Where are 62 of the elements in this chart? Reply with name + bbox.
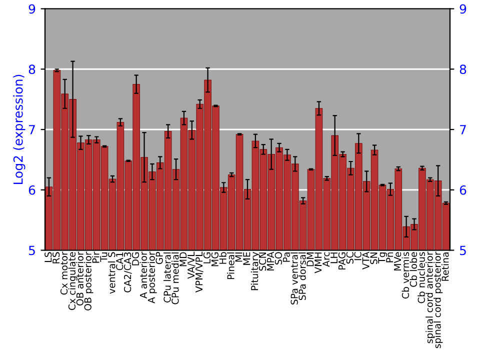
x-tick-label: Arc — [322, 252, 330, 267]
x-tick-label: PAG — [338, 252, 346, 270]
x-tick-label: MPA — [267, 252, 274, 270]
x-tick-label: OB posterior — [84, 252, 94, 310]
x-tick-label: CA2/CA3 — [124, 252, 132, 292]
x-tick-label: spinal cord anterior — [426, 252, 435, 344]
x-tick-label: Pineal — [227, 252, 234, 280]
x-tick-label: CA1 — [116, 252, 124, 270]
y2-tick-label: 7 — [460, 125, 466, 134]
x-tick-label: MI — [235, 252, 242, 262]
x-tick-label: Tu — [100, 252, 108, 262]
y2-tick-label: 6 — [460, 185, 466, 195]
y-tick-label: 6 — [28, 185, 36, 195]
x-tick-label: VPM/VPL — [196, 252, 204, 292]
y2-tick-label: 8 — [460, 64, 466, 74]
x-tick-label: Pituitary — [250, 252, 260, 290]
x-tick-label: CPu lateral — [164, 252, 171, 302]
y2-tick-label: 5 — [460, 246, 466, 256]
x-tick-label: Cb lobe — [410, 252, 418, 287]
y-tick-label: 5 — [28, 246, 35, 256]
x-tick-label: A posterior — [148, 252, 157, 304]
x-tick-label: SO — [274, 252, 282, 264]
x-tick-label: Cx motor — [60, 252, 68, 295]
x-tick-label: Cb vermis — [402, 252, 410, 299]
x-tick-label: MD — [180, 252, 187, 266]
x-tick-label: CPu medial — [171, 252, 179, 304]
x-tick-label: DM — [306, 252, 314, 266]
y-tick-label: 7 — [29, 125, 35, 134]
x-tick-label: A anterior — [140, 252, 148, 298]
x-tick-label: VTA — [362, 252, 370, 270]
x-tick-label: VA/VL — [188, 252, 196, 279]
x-tick-label: OB anterior — [76, 252, 84, 306]
x-tick-label: LG — [203, 252, 211, 264]
x-tick-label: ventral S — [108, 252, 116, 294]
x-tick-label: VMH — [314, 252, 322, 274]
x-tick-label: SC — [346, 252, 354, 264]
x-tick-label: Pa — [282, 252, 290, 262]
y-tick-label: 8 — [28, 64, 36, 74]
x-tick-label: RS — [52, 252, 60, 264]
x-tick-label: Retina — [441, 252, 449, 281]
x-tick-label: IC — [354, 252, 362, 260]
x-tick-label: MG — [211, 252, 218, 266]
y-axis-title: Log2 (expression) — [13, 74, 26, 184]
x-tick-label: MVe — [394, 252, 402, 270]
x-tick-label: ME — [243, 252, 250, 265]
x-tick-label: Cx cingulate — [68, 252, 78, 310]
x-tick-label: SPa dorsal — [298, 252, 306, 300]
y2-tick-label: 9 — [460, 4, 466, 14]
x-tick-label: Cb nucleus — [418, 252, 425, 304]
x-tick-label: Pir — [92, 252, 100, 263]
x-tick-label: DG — [132, 252, 140, 266]
x-tick-label: Tg — [378, 252, 388, 264]
x-tick-label: Hb — [219, 252, 226, 264]
x-tick-label: SCN — [258, 252, 266, 271]
x-tick-label: GP — [156, 252, 163, 264]
x-tick-label: SPa ventral — [290, 252, 298, 304]
y-tick-label: 9 — [28, 4, 36, 14]
x-tick-label: SN — [370, 252, 378, 264]
x-tick-label: LH — [330, 252, 338, 264]
x-tick-label: spinal cord posterior — [434, 252, 443, 348]
x-tick-label: Pn — [386, 252, 394, 262]
x-tick-label: LS — [44, 252, 52, 262]
